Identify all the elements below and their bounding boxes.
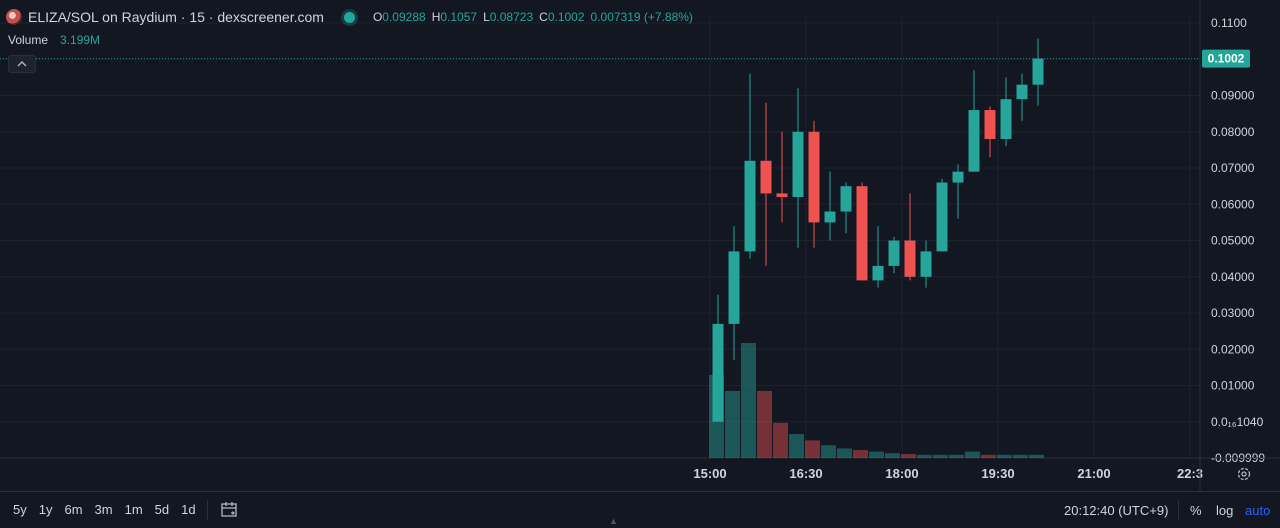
low-key: L	[483, 10, 490, 24]
y-tick-label: 0.06000	[1211, 197, 1255, 211]
gear-icon[interactable]	[1236, 466, 1252, 482]
volume-value: 3.199M	[60, 33, 101, 47]
y-tick-label: 0.09000	[1211, 89, 1255, 103]
x-tick-label: 16:30	[789, 466, 822, 481]
candle-body	[872, 265, 884, 281]
x-tick-label: 15:00	[693, 466, 726, 481]
y-tick-label: 0.1100	[1211, 16, 1247, 30]
ohlc-readout: O0.09288 H0.1057 L0.08723 C0.1002 0.0073…	[373, 10, 693, 24]
range-selector: 5y 1y 6m 3m 1m 5d 1d	[13, 502, 196, 517]
y-tick-label: 0.01000	[1211, 379, 1255, 393]
last-price-label: 0.1002	[1208, 52, 1245, 66]
volume-bar	[805, 440, 820, 458]
volume-bar	[821, 445, 836, 458]
y-tick-label: 0.05000	[1211, 234, 1255, 248]
high-value: 0.1057	[440, 10, 478, 24]
x-tick-label: 19:30	[981, 466, 1014, 481]
volume-bar	[901, 454, 916, 458]
toolbar-divider	[207, 500, 208, 520]
chart-title: ELIZA/SOL on Raydium · 15 · dexscreener.…	[28, 9, 324, 25]
range-3m-button[interactable]: 3m	[94, 502, 113, 517]
candle-body	[744, 160, 756, 252]
live-status-icon	[343, 11, 355, 23]
volume-bar	[997, 454, 1012, 458]
range-1m-button[interactable]: 1m	[124, 502, 143, 517]
volume-bar	[757, 390, 772, 458]
range-5d-button[interactable]: 5d	[154, 502, 170, 517]
candle-body	[984, 110, 996, 140]
y-tick-label: 0.0₁₆1040	[1211, 415, 1264, 429]
auto-scale-toggle[interactable]: auto	[1245, 503, 1271, 518]
volume-bar	[773, 422, 788, 458]
high-key: H	[431, 10, 441, 24]
chevron-up-icon	[17, 61, 27, 67]
x-tick-label: 21:00	[1077, 466, 1110, 481]
volume-bar	[725, 390, 740, 458]
candle-body	[728, 251, 740, 324]
volume-bar	[1029, 454, 1044, 458]
candle-body	[856, 186, 868, 281]
volume-bar	[885, 453, 900, 458]
y-tick-label: 0.03000	[1211, 306, 1255, 320]
toolbar-divider-right	[1178, 500, 1179, 520]
volume-bar	[741, 343, 756, 458]
y-tick-label: 0.08000	[1211, 125, 1255, 139]
candle-body	[904, 240, 916, 277]
volume-bar	[789, 434, 804, 458]
last-price-badge	[1202, 49, 1250, 68]
y-tick-label: 0.07000	[1211, 161, 1255, 175]
token-logo-icon	[6, 9, 22, 25]
volume-label: Volume	[8, 33, 49, 47]
volume-bar	[1013, 454, 1028, 458]
x-tick-label: 22:3	[1177, 466, 1203, 481]
candle-body	[952, 171, 964, 183]
timezone-clock[interactable]: 20:12:40 (UTC+9)	[1064, 503, 1169, 518]
candle-body	[808, 131, 820, 223]
candle-body	[920, 251, 932, 277]
volume-bar	[981, 454, 996, 458]
volume-legend: Volume 3.199M	[8, 33, 100, 47]
calendar-icon[interactable]	[219, 500, 239, 520]
close-key: C	[539, 10, 548, 24]
percent-scale-toggle[interactable]: %	[1190, 503, 1202, 518]
volume-bar	[837, 448, 852, 458]
volume-bar	[853, 450, 868, 458]
scroll-up-icon[interactable]: ▲	[609, 516, 618, 526]
candle-body	[1000, 99, 1012, 140]
low-value: 0.08723	[489, 10, 534, 24]
volume-bar	[965, 451, 980, 458]
range-6m-button[interactable]: 6m	[64, 502, 83, 517]
range-5y-button[interactable]: 5y	[13, 502, 27, 517]
candle-body	[936, 182, 948, 252]
candle-body	[840, 186, 852, 212]
volume-bar	[949, 454, 964, 458]
candle-body	[824, 211, 836, 223]
candle-body	[1016, 84, 1028, 100]
close-value: 0.1002	[547, 10, 585, 24]
candle-body	[792, 131, 804, 198]
candle-body	[760, 160, 772, 194]
range-1d-button[interactable]: 1d	[181, 502, 196, 517]
volume-bar	[917, 454, 932, 458]
open-value: 0.09288	[382, 10, 426, 24]
range-1y-button[interactable]: 1y	[38, 502, 53, 517]
volume-bar	[869, 451, 884, 458]
y-tick-label: 0.02000	[1211, 342, 1255, 356]
candle-body	[712, 323, 724, 422]
y-tick-label: 0.04000	[1211, 270, 1255, 284]
x-tick-label: 18:00	[885, 466, 918, 481]
candle-body	[968, 110, 980, 172]
chart-header: ELIZA/SOL on Raydium · 15 · dexscreener.…	[6, 6, 693, 28]
candle-body	[776, 193, 788, 198]
log-scale-toggle[interactable]: log	[1216, 503, 1234, 518]
collapse-legend-button[interactable]	[8, 55, 36, 73]
price-change: 0.007319 (+7.88%)	[590, 10, 693, 24]
candle-body	[1032, 58, 1044, 85]
bottom-toolbar: 5y 1y 6m 3m 1m 5d 1d 20:12:40 (UTC+9) % …	[0, 491, 1280, 528]
open-key: O	[372, 10, 383, 24]
candle-body	[888, 240, 900, 266]
volume-bar	[933, 454, 948, 458]
